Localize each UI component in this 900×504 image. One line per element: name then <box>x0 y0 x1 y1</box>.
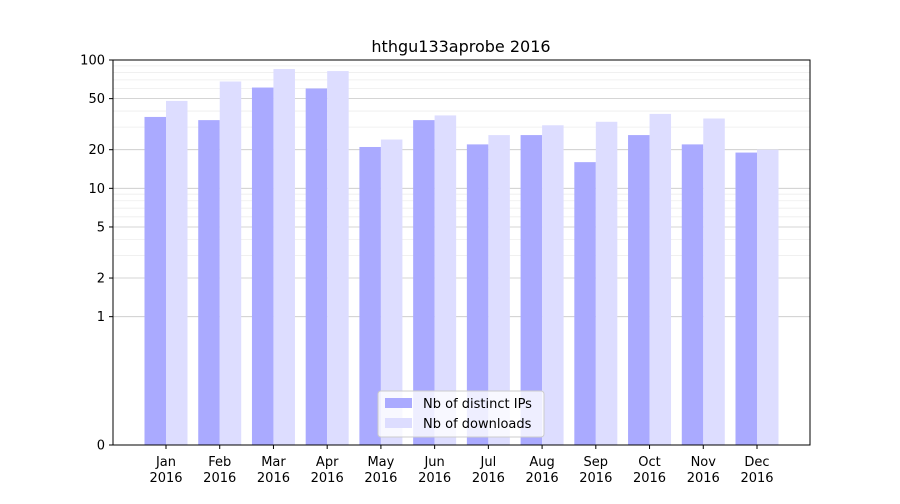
y-tick-label: 2 <box>97 272 105 287</box>
y-tick-label: 5 <box>97 220 105 235</box>
bar-downloads <box>273 69 295 445</box>
x-tick-label: May 2016 <box>364 455 397 486</box>
y-tick-label: 1 <box>97 310 105 325</box>
y-tick-label: 100 <box>80 54 105 69</box>
x-tick-label: Sep 2016 <box>579 455 612 486</box>
bar-distinct-ips <box>198 120 220 446</box>
y-tick-label: 0 <box>97 439 105 454</box>
legend-label: Nb of downloads <box>423 417 532 432</box>
x-tick-label: Jan 2016 <box>149 455 182 486</box>
bar-distinct-ips <box>305 88 328 446</box>
x-tick-label: Aug 2016 <box>526 455 559 486</box>
bar-distinct-ips <box>466 144 489 445</box>
x-tick-label: Nov 2016 <box>687 455 720 486</box>
y-tick-label: 20 <box>88 143 105 158</box>
plot-area <box>112 59 811 446</box>
bar-downloads <box>595 121 618 445</box>
x-tick-label: Apr 2016 <box>311 455 344 486</box>
x-tick-label: Dec 2016 <box>740 455 773 486</box>
legend: Nb of distinct IPs Nb of downloads <box>377 390 545 438</box>
x-tick-label: Mar 2016 <box>257 455 290 486</box>
bar-distinct-ips <box>144 116 166 446</box>
legend-label: Nb of distinct IPs <box>423 397 532 412</box>
x-tick-label: Jun 2016 <box>418 455 451 486</box>
bar-downloads <box>488 135 510 445</box>
bar-distinct-ips <box>628 135 650 445</box>
y-tick-label: 50 <box>88 92 105 107</box>
legend-swatch <box>385 398 412 408</box>
legend-swatch <box>385 418 412 428</box>
bar-downloads <box>166 100 188 445</box>
bar-downloads <box>380 139 403 445</box>
bars <box>144 69 779 446</box>
bar-downloads <box>434 115 457 445</box>
y-tick-label: 10 <box>88 182 105 197</box>
bar-distinct-ips <box>359 146 381 445</box>
legend-box <box>377 390 545 438</box>
y-axis: 0 1 2 5 10 20 50 100 <box>80 54 113 454</box>
bar-distinct-ips <box>413 120 435 446</box>
bar-downloads <box>757 149 779 445</box>
bar-distinct-ips <box>681 144 704 445</box>
x-tick-label: Feb 2016 <box>203 455 236 486</box>
bar-downloads <box>542 125 564 446</box>
bar-distinct-ips <box>574 162 596 445</box>
bar-distinct-ips <box>520 135 543 445</box>
bar-downloads <box>649 113 672 446</box>
bar-downloads <box>327 71 349 446</box>
x-axis: Jan 2016 Feb 2016 Mar 2016 Apr 2016 May 2016 Jun 20… <box>149 445 774 486</box>
x-tick-label: Jul 2016 <box>472 455 505 486</box>
bar-downloads <box>219 81 242 445</box>
bar-distinct-ips <box>251 87 274 445</box>
chart-title: hthgu133aprobe 2016 <box>371 37 550 56</box>
x-tick-label: Oct 2016 <box>633 455 666 486</box>
bar-downloads <box>703 118 725 446</box>
bar-distinct-ips <box>735 152 757 446</box>
